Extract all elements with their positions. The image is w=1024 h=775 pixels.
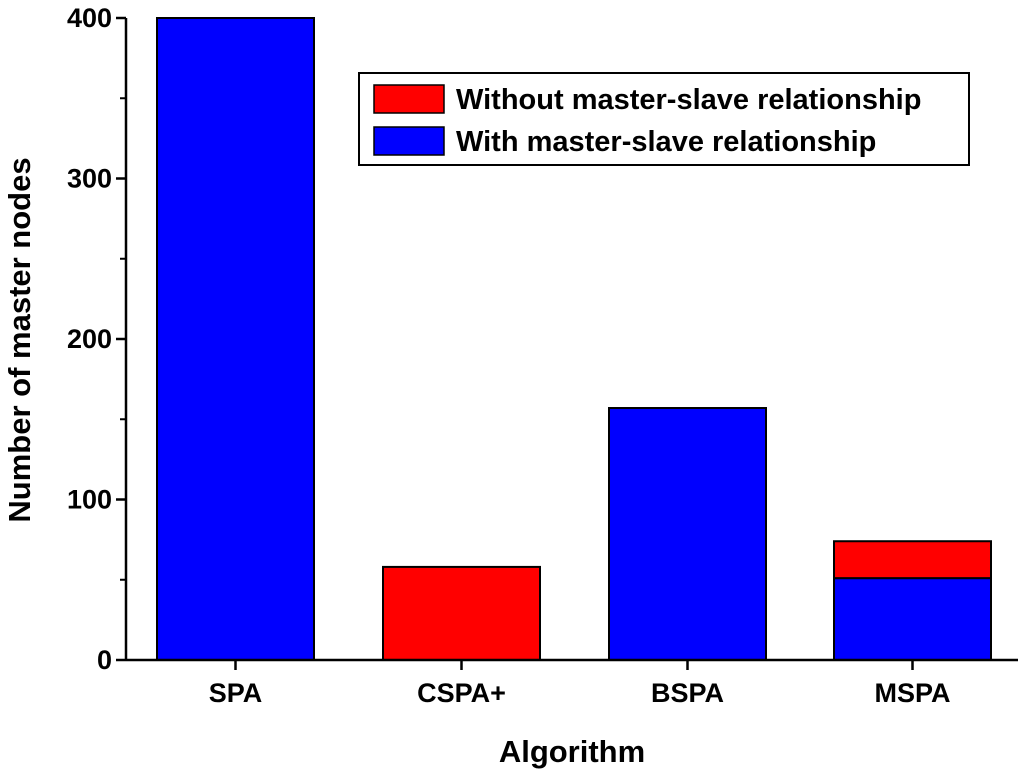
- bar-mspa-series-0: [833, 577, 992, 662]
- y-axis-title: Number of master nodes: [2, 157, 37, 522]
- x-tick-label-spa: SPA: [209, 678, 263, 708]
- legend-label-without: Without master-slave relationship: [456, 84, 921, 116]
- y-tick-label: 100: [67, 485, 112, 515]
- x-category-labels: SPA CSPA+ BSPA MSPA: [209, 660, 951, 708]
- bar-spa-series-0: [156, 17, 315, 661]
- bar-cspa-series-1: [382, 565, 541, 661]
- bar-mspa-series-1: [833, 540, 992, 580]
- y-tick-label: 0: [97, 645, 112, 675]
- legend: Without master-slave relationship With m…: [358, 72, 970, 166]
- legend-swatch-without: [373, 84, 445, 114]
- bars-layer: [156, 17, 992, 662]
- bar-bspa-series-0: [608, 407, 767, 662]
- legend-swatch-with: [373, 126, 445, 156]
- y-tick-label: 300: [67, 164, 112, 194]
- y-tick-label: 200: [67, 324, 112, 354]
- legend-label-with: With master-slave relationship: [456, 126, 876, 158]
- x-axis-title: Algorithm: [499, 734, 645, 769]
- x-tick-label-mspa: MSPA: [874, 678, 950, 708]
- legend-frame: [358, 72, 970, 166]
- y-tick-label: 400: [67, 3, 112, 33]
- x-tick-label-cspa: CSPA+: [417, 678, 506, 708]
- x-tick-label-bspa: BSPA: [651, 678, 724, 708]
- y-ticks-layer: 0 100 200 300 400: [67, 3, 126, 675]
